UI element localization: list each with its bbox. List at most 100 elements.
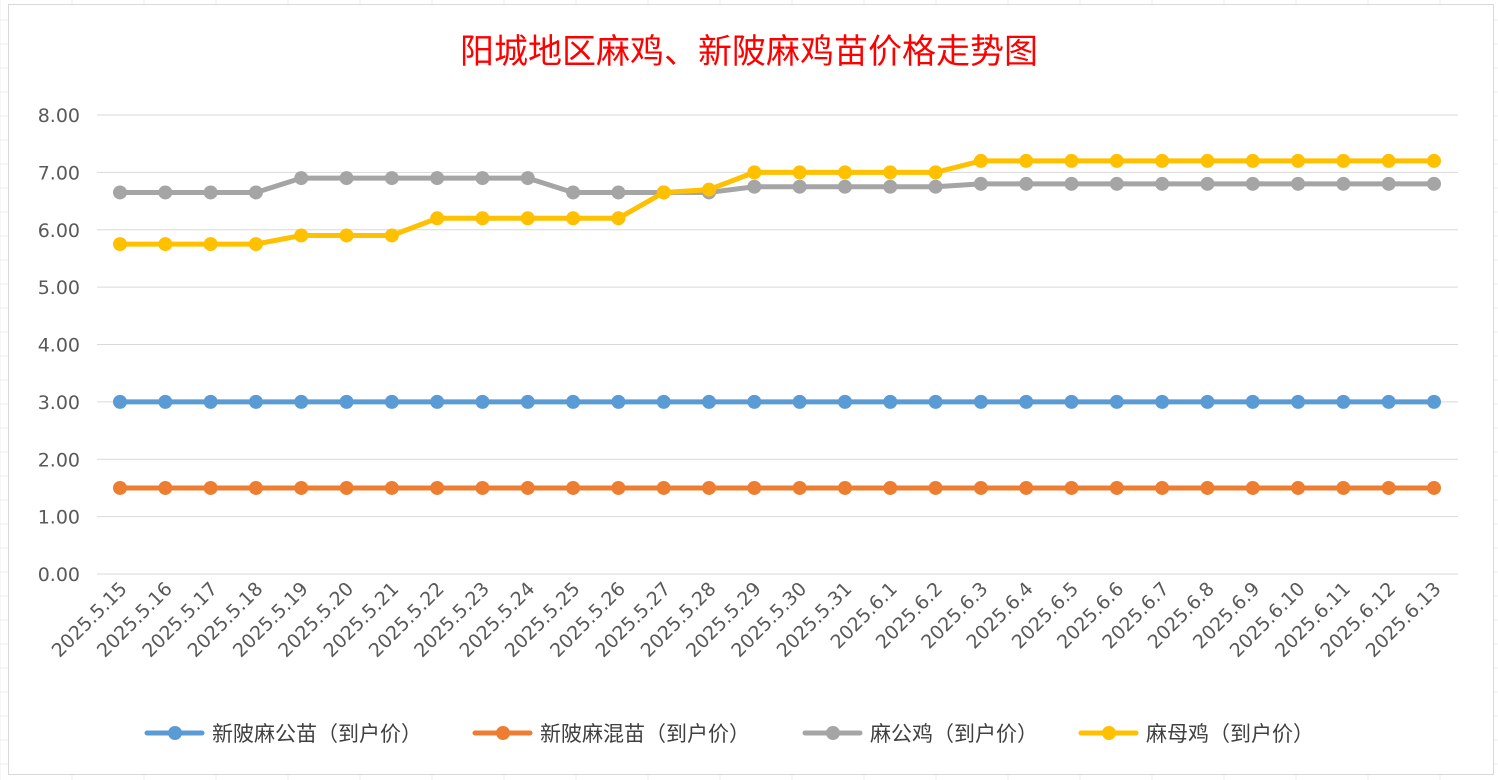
- data-point: [430, 171, 445, 186]
- data-point: [883, 165, 898, 180]
- data-point: [747, 480, 762, 495]
- data-point: [1336, 394, 1351, 409]
- y-tick-label: 4.00: [38, 335, 80, 357]
- legend-item-3[interactable]: 麻公鸡（到户价）: [802, 722, 1038, 746]
- data-point: [611, 480, 626, 495]
- data-point: [747, 394, 762, 409]
- data-point: [611, 185, 626, 200]
- data-point: [384, 228, 399, 243]
- data-point: [158, 185, 173, 200]
- data-point: [792, 179, 807, 194]
- data-point: [475, 171, 490, 186]
- data-point: [520, 211, 535, 226]
- data-point: [1019, 176, 1034, 191]
- x-axis: 2025.5.152025.5.162025.5.172025.5.182025…: [48, 578, 1446, 662]
- data-point: [928, 394, 943, 409]
- data-point: [1109, 153, 1124, 168]
- chart-title: 阳城地区麻鸡、新陂麻鸡苗价格走势图: [460, 32, 1038, 72]
- data-point: [973, 153, 988, 168]
- data-point: [566, 480, 581, 495]
- data-point: [1109, 176, 1124, 191]
- data-point: [339, 394, 354, 409]
- legend: 新陂麻公苗（到户价） 新陂麻混苗（到户价） 麻公鸡（到户价） 麻母鸡（到户价）: [144, 722, 1314, 746]
- data-point: [702, 394, 717, 409]
- data-point: [1245, 480, 1260, 495]
- legend-item-2[interactable]: 新陂麻混苗（到户价）: [472, 722, 750, 746]
- data-point: [1064, 394, 1079, 409]
- legend-marker: [168, 726, 182, 740]
- data-point: [1336, 480, 1351, 495]
- y-axis: 0.00 1.00 2.00 3.00 4.00 5.00 6.00 7.00 8.00: [38, 105, 80, 586]
- data-point: [1109, 394, 1124, 409]
- series-2: [113, 480, 1441, 495]
- series-line: [117, 158, 1437, 247]
- data-point: [475, 394, 490, 409]
- chart-area[interactable]: [8, 4, 1494, 775]
- data-point: [248, 185, 263, 200]
- data-point: [158, 237, 173, 252]
- legend-marker: [826, 726, 840, 740]
- data-point: [248, 480, 263, 495]
- data-point: [973, 394, 988, 409]
- data-point: [883, 179, 898, 194]
- data-point: [203, 185, 218, 200]
- series-4: [113, 153, 1441, 252]
- series-3: [113, 171, 1441, 200]
- y-tick-label: 8.00: [38, 105, 80, 127]
- plot-area: [113, 153, 1441, 495]
- data-point: [566, 185, 581, 200]
- legend-marker: [496, 726, 510, 740]
- y-tick-label: 2.00: [38, 449, 80, 471]
- data-point: [792, 165, 807, 180]
- data-point: [566, 211, 581, 226]
- data-point: [747, 165, 762, 180]
- data-point: [973, 480, 988, 495]
- legend-label: 麻公鸡（到户价）: [870, 722, 1038, 746]
- data-point: [611, 394, 626, 409]
- legend-marker: [1102, 726, 1116, 740]
- data-point: [1064, 176, 1079, 191]
- data-point: [113, 394, 127, 409]
- data-point: [203, 394, 218, 409]
- data-point: [430, 211, 445, 226]
- data-point: [113, 185, 127, 200]
- data-point: [1155, 480, 1170, 495]
- legend-item-4[interactable]: 麻母鸡（到户价）: [1078, 722, 1314, 746]
- data-point: [747, 179, 762, 194]
- data-point: [1064, 153, 1079, 168]
- y-tick-label: 1.00: [38, 507, 80, 529]
- data-point: [339, 228, 354, 243]
- data-point: [1109, 480, 1124, 495]
- data-point: [339, 480, 354, 495]
- data-point: [1427, 153, 1441, 168]
- data-point: [294, 171, 309, 186]
- data-point: [1381, 394, 1396, 409]
- data-point: [203, 480, 218, 495]
- data-point: [1200, 176, 1215, 191]
- data-point: [566, 394, 581, 409]
- data-point: [1381, 480, 1396, 495]
- data-point: [1245, 153, 1260, 168]
- y-tick-label: 0.00: [38, 564, 80, 586]
- data-point: [792, 394, 807, 409]
- data-point: [430, 480, 445, 495]
- data-point: [1291, 153, 1306, 168]
- data-point: [656, 480, 671, 495]
- data-point: [1291, 394, 1306, 409]
- data-point: [1019, 480, 1034, 495]
- data-point: [702, 480, 717, 495]
- data-point: [928, 165, 943, 180]
- data-point: [1381, 153, 1396, 168]
- y-tick-label: 6.00: [38, 220, 80, 242]
- data-point: [520, 480, 535, 495]
- data-point: [1245, 176, 1260, 191]
- legend-item-1[interactable]: 新陂麻公苗（到户价）: [144, 722, 422, 746]
- data-point: [656, 185, 671, 200]
- data-point: [1427, 394, 1441, 409]
- data-point: [384, 480, 399, 495]
- data-point: [702, 182, 717, 197]
- data-point: [656, 394, 671, 409]
- data-point: [883, 394, 898, 409]
- data-point: [430, 394, 445, 409]
